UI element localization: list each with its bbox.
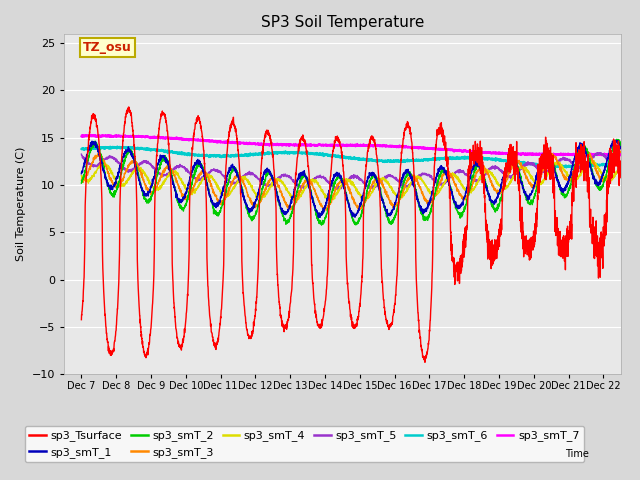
Title: SP3 Soil Temperature: SP3 Soil Temperature <box>260 15 424 30</box>
Legend: sp3_Tsurface, sp3_smT_1, sp3_smT_2, sp3_smT_3, sp3_smT_4, sp3_smT_5, sp3_smT_6, : sp3_Tsurface, sp3_smT_1, sp3_smT_2, sp3_… <box>25 426 584 462</box>
Y-axis label: Soil Temperature (C): Soil Temperature (C) <box>16 147 26 261</box>
Text: TZ_osu: TZ_osu <box>83 41 132 54</box>
Text: Time: Time <box>565 449 589 459</box>
